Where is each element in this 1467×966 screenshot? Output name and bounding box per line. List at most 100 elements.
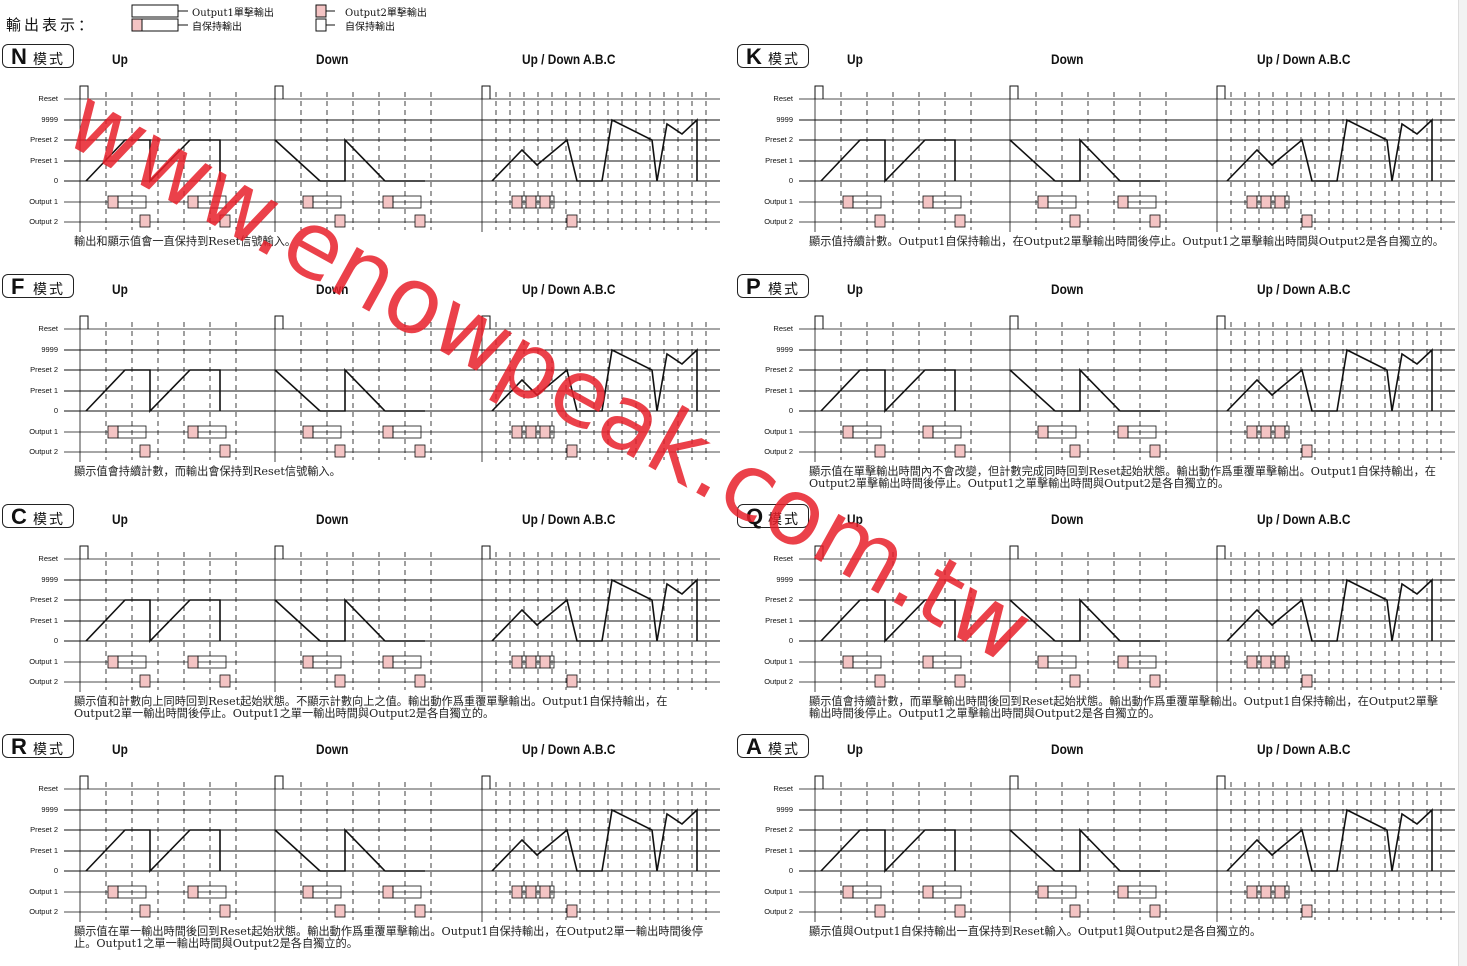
mode-label: A 模式: [737, 734, 809, 759]
scrollbar[interactable]: [1458, 0, 1467, 966]
output2-pulse: [414, 444, 426, 458]
column-title: Down: [1051, 51, 1084, 67]
output1-hold: [852, 195, 882, 209]
output1-pulse: [382, 655, 394, 669]
mode-description: 顯示值在單一輸出時間後回到Reset起始狀態。輸出動作爲重覆單擊輸出。Outpu…: [74, 925, 704, 950]
output1-hold: [117, 655, 147, 669]
row-label: Output 1: [764, 657, 793, 666]
mode-label: R 模式: [2, 734, 74, 759]
output1-hold: [1284, 655, 1290, 669]
output1-pulse: [1274, 425, 1286, 439]
counter-waveform: [820, 829, 956, 873]
output1-pulse: [539, 195, 551, 209]
mode-word: 模式: [33, 282, 65, 298]
output1-hold: [392, 885, 422, 899]
output1-pulse: [187, 655, 199, 669]
output2-pulse: [1301, 904, 1313, 918]
timing-diagram: [64, 545, 720, 692]
mode-word: 模式: [768, 52, 800, 68]
counter-waveform: [491, 348, 698, 412]
reset-pulse: [274, 85, 284, 99]
row-label: Output 2: [764, 217, 793, 226]
row-label: Output 1: [764, 427, 793, 436]
output1-pulse: [511, 655, 523, 669]
row-label: Output 1: [29, 887, 58, 896]
output1-pulse: [1274, 885, 1286, 899]
output1-pulse: [1037, 655, 1049, 669]
output1-hold: [932, 425, 962, 439]
mode-label: F 模式: [2, 274, 74, 299]
mode-word: 模式: [33, 52, 65, 68]
counter-waveform: [274, 828, 425, 872]
row-label: Reset: [773, 94, 793, 103]
output1-hold: [1047, 195, 1077, 209]
row-label: Output 1: [29, 657, 58, 666]
row-label: Reset: [773, 784, 793, 793]
column-title: Up / Down A.B.C: [522, 741, 616, 757]
row-label: 0: [53, 176, 58, 185]
output1-pulse: [842, 885, 854, 899]
row-label: Output 2: [29, 677, 58, 686]
column-title: Down: [316, 281, 349, 297]
timing-diagram: [64, 85, 720, 232]
output2-pulse: [219, 214, 231, 228]
column-title: Up: [112, 741, 128, 757]
output1-pulse: [539, 885, 551, 899]
output1-pulse: [842, 425, 854, 439]
output1-pulse: [1037, 425, 1049, 439]
output2-pulse: [1069, 904, 1081, 918]
counter-waveform: [85, 599, 221, 643]
output1-hold: [197, 655, 227, 669]
output2-pulse: [219, 444, 231, 458]
legend-output1-single: Output1單擊輸出: [192, 8, 274, 19]
output2-pulse: [566, 444, 578, 458]
column-title: Down: [316, 511, 349, 527]
mode-letter: K: [746, 44, 762, 69]
output2-pulse: [334, 444, 346, 458]
row-label: Reset: [38, 554, 58, 563]
row-label: 0: [788, 406, 793, 415]
output1-pulse: [107, 195, 119, 209]
row-label: 0: [53, 406, 58, 415]
mode-word: 模式: [33, 742, 65, 758]
output1-pulse: [922, 425, 934, 439]
mode-panel-a: A 模式 Up Down Up / Down A.B.C Reset 9999 Preset …: [735, 734, 1465, 964]
output1-pulse: [525, 885, 537, 899]
counter-waveform: [1009, 828, 1160, 872]
reset-pulse: [481, 775, 491, 789]
output1-pulse: [842, 655, 854, 669]
output1-pulse: [1117, 195, 1129, 209]
output2-pulse: [1149, 674, 1161, 688]
row-label: Preset 2: [765, 135, 793, 144]
counter-waveform: [491, 118, 698, 182]
timing-diagram: [799, 775, 1455, 922]
counter-waveform: [1226, 578, 1433, 642]
output2-pulse: [1149, 904, 1161, 918]
output1-hold: [549, 885, 555, 899]
column-title: Up / Down A.B.C: [522, 281, 616, 297]
output1-pulse: [187, 425, 199, 439]
reset-pulse: [79, 315, 89, 329]
mode-label: K 模式: [737, 44, 809, 69]
output1-hold: [1047, 655, 1077, 669]
row-label: 9999: [776, 115, 793, 124]
output1-pulse: [1037, 195, 1049, 209]
column-title: Up: [847, 51, 863, 67]
output2-pulse: [414, 904, 426, 918]
reset-pulse: [79, 545, 89, 559]
column-title: Up: [847, 741, 863, 757]
row-label: Preset 2: [30, 365, 58, 374]
row-label: 9999: [776, 575, 793, 584]
output1-hold: [852, 885, 882, 899]
output1-hold: [549, 195, 555, 209]
output1-pulse: [107, 425, 119, 439]
output2-pulse: [1301, 444, 1313, 458]
output1-pulse: [1260, 885, 1272, 899]
output2-pulse: [1069, 674, 1081, 688]
mode-letter: R: [11, 734, 27, 759]
counter-waveform: [85, 369, 221, 413]
output1-pulse: [539, 425, 551, 439]
output1-hold: [1127, 425, 1157, 439]
output2-pulse: [874, 214, 886, 228]
output1-pulse: [302, 195, 314, 209]
